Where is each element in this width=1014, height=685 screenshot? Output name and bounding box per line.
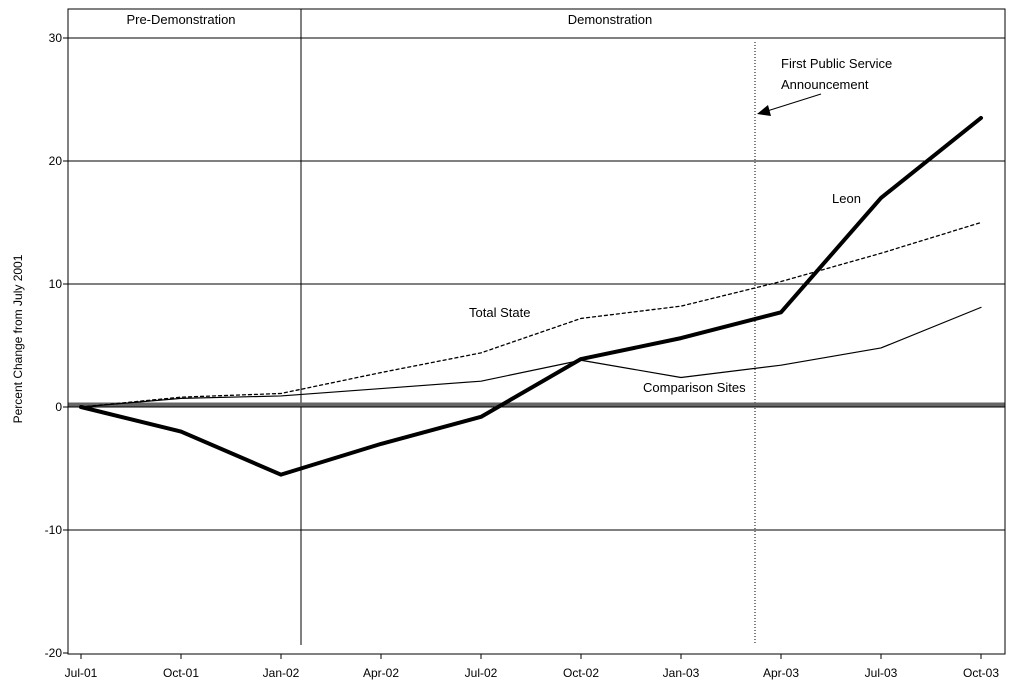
series-label-leon: Leon: [832, 191, 861, 206]
y-axis-label: Percent Change from July 2001: [11, 254, 25, 423]
x-tick-label: Apr-03: [763, 666, 799, 680]
period-dividers: [68, 9, 1005, 645]
series-line-leon: [79, 115, 983, 477]
y-tick-label: -20: [45, 646, 63, 660]
series-line-total-state: [80, 221, 982, 408]
period-label-demonstration: Demonstration: [568, 12, 653, 27]
annotation-line2: Announcement: [781, 77, 869, 92]
annotation-line1: First Public Service: [781, 56, 892, 71]
x-tick-label: Jan-03: [663, 666, 700, 680]
annotation-arrow: [757, 93, 822, 116]
x-tick-label: Oct-03: [963, 666, 999, 680]
series-label-total-state: Total State: [469, 305, 530, 320]
x-tick-label: Jul-02: [465, 666, 498, 680]
y-tick-label: 20: [49, 154, 63, 168]
y-tick-label: 0: [55, 400, 62, 414]
x-tick-label: Jul-03: [865, 666, 898, 680]
x-tick-label: Jul-01: [65, 666, 98, 680]
series-line-comparison-sites: [80, 306, 982, 408]
period-label-pre-demonstration: Pre-Demonstration: [126, 12, 235, 27]
plot-frame: [67, 8, 1006, 655]
series-label-comparison-sites: Comparison Sites: [643, 380, 746, 395]
y-tick-label: 30: [49, 31, 63, 45]
x-tick-label: Jan-02: [263, 666, 300, 680]
x-tick-label: Oct-01: [163, 666, 199, 680]
y-tick-label: 10: [49, 277, 63, 291]
x-tick-label: Apr-02: [363, 666, 399, 680]
gridlines: [68, 37, 1005, 531]
x-tick-label: Oct-02: [563, 666, 599, 680]
y-tick-label: -10: [45, 523, 63, 537]
series-lines: [68, 115, 1005, 477]
